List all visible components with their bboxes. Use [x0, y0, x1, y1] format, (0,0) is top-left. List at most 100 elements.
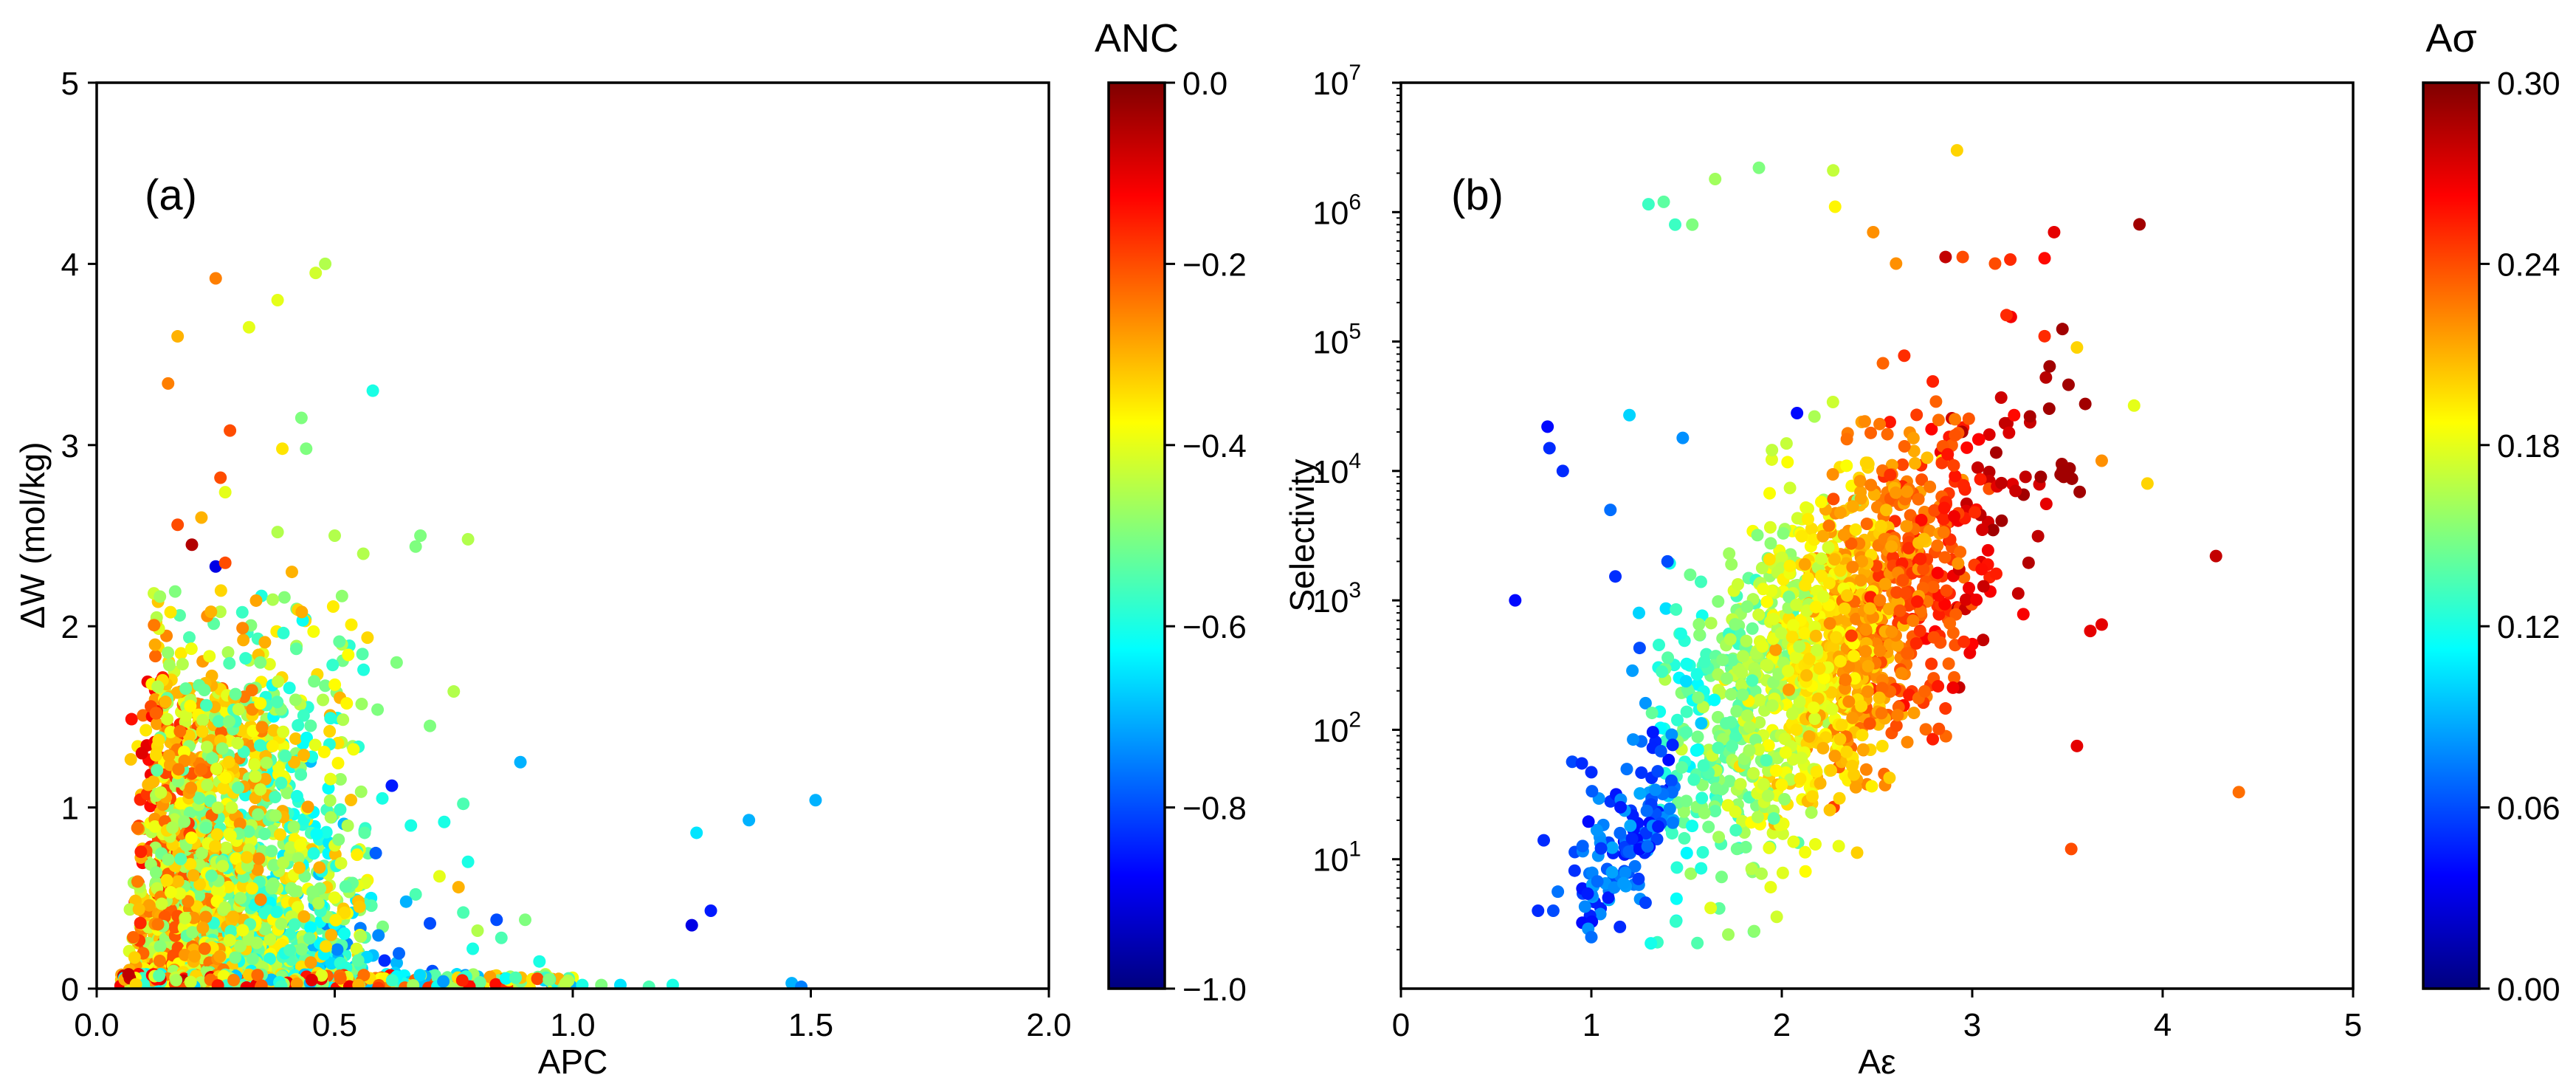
- scatter-point: [1977, 633, 1990, 647]
- scatter-point: [260, 756, 273, 769]
- scatter-point: [277, 725, 290, 738]
- scatter-point: [457, 797, 470, 811]
- colorbar-tick-label: 0.12: [2497, 609, 2560, 645]
- scatter-point: [242, 825, 255, 838]
- y-tick-label: 3: [61, 428, 79, 464]
- scatter-point: [173, 724, 187, 738]
- scatter-point: [1947, 459, 1960, 472]
- scatter-point: [1815, 569, 1828, 583]
- scatter-point: [1641, 839, 1654, 853]
- scatter-point: [271, 293, 284, 306]
- scatter-point: [186, 926, 199, 939]
- scatter-point: [1729, 618, 1742, 631]
- scatter-point: [357, 547, 370, 560]
- scatter-point: [290, 789, 303, 803]
- scatter-point: [334, 972, 347, 985]
- scatter-point: [1911, 595, 1924, 608]
- scatter-point: [283, 681, 296, 695]
- scatter-point: [185, 642, 198, 656]
- scatter-point: [2095, 618, 2108, 631]
- scatter-point: [276, 442, 289, 456]
- scatter-point: [278, 591, 291, 604]
- scatter-point: [345, 618, 358, 631]
- scatter-point: [1795, 529, 1808, 543]
- scatter-point: [2048, 225, 2061, 238]
- scatter-point: [1709, 805, 1722, 818]
- scatter-point: [224, 424, 237, 437]
- scatter-point: [266, 740, 279, 753]
- scatter-point: [1585, 766, 1598, 779]
- scatter-point: [324, 772, 337, 786]
- scatter-point: [221, 646, 235, 659]
- scatter-point: [347, 743, 360, 756]
- scatter-point: [149, 866, 162, 879]
- scatter-point: [1814, 777, 1827, 790]
- scatter-point: [137, 709, 150, 722]
- scatter-point: [126, 930, 140, 944]
- scatter-point: [2070, 341, 2084, 354]
- scatter-point: [1722, 928, 1735, 941]
- scatter-point: [1884, 468, 1897, 481]
- scatter-point: [1913, 624, 1926, 637]
- scatter-point: [2019, 470, 2032, 484]
- scatter-point: [125, 712, 138, 726]
- scatter-point: [307, 847, 320, 860]
- scatter-point: [285, 566, 298, 579]
- scatter-point: [1756, 639, 1769, 653]
- scatter-point: [1859, 623, 1873, 636]
- scatter-point: [154, 786, 168, 799]
- scatter-point: [1915, 513, 1928, 526]
- scatter-point: [2056, 323, 2069, 336]
- scatter-point: [1671, 713, 1684, 727]
- scatter-point: [210, 828, 224, 841]
- scatter-point: [123, 903, 137, 916]
- scatter-point: [1633, 642, 1646, 655]
- scatter-point: [280, 786, 294, 800]
- scatter-point: [1692, 618, 1706, 631]
- scatter-point: [1684, 867, 1698, 880]
- scatter-point: [1791, 512, 1804, 525]
- colorbar-a: 0.0 −0.2 −0.4 −0.6 −0.8 −1.0 ANC: [1095, 16, 1247, 1008]
- scatter-point: [1988, 257, 2002, 270]
- scatter-point: [1895, 667, 1908, 680]
- scatter-point: [222, 715, 235, 728]
- scatter-point: [1937, 512, 1950, 526]
- scatter-point: [509, 971, 523, 984]
- scatter-point: [1753, 693, 1766, 707]
- scatter-point: [271, 696, 284, 709]
- scatter-point: [1694, 575, 1707, 588]
- scatter-point: [1833, 732, 1847, 746]
- scatter-point: [1743, 721, 1756, 734]
- scatter-point: [1635, 766, 1648, 779]
- scatter-point: [1623, 408, 1636, 422]
- scatter-point: [1798, 557, 1811, 571]
- scatter-point: [154, 940, 167, 953]
- scatter-point: [1825, 763, 1838, 777]
- scatter-point: [305, 973, 318, 986]
- scatter-point: [1969, 506, 1982, 519]
- scatter-point: [2031, 529, 2045, 543]
- scatter-point: [1767, 812, 1780, 825]
- scatter-point: [334, 772, 347, 786]
- scatter-point: [1809, 629, 1822, 642]
- scatter-point: [200, 741, 213, 754]
- y-tick-label: 5: [61, 66, 79, 102]
- scatter-point: [1960, 441, 1974, 454]
- scatter-point: [338, 927, 351, 941]
- scatter-point: [1766, 444, 1779, 457]
- scatter-point: [371, 981, 385, 989]
- scatter-point: [149, 650, 162, 663]
- scatter-point: [1995, 514, 2008, 527]
- y-axis-label-a: ΔW (mol/kg): [13, 442, 52, 628]
- scatter-point: [1926, 580, 1940, 594]
- scatter-point: [1805, 790, 1819, 803]
- scatter-point: [1943, 617, 1957, 630]
- scatter-point: [1624, 819, 1637, 832]
- scatter-point: [447, 685, 461, 698]
- scatter-point: [1802, 652, 1816, 665]
- scatter-point: [1816, 741, 1830, 755]
- scatter-point: [1778, 793, 1791, 806]
- scatter-point: [1957, 635, 1971, 648]
- scatter-point: [1735, 666, 1749, 679]
- scatter-point: [354, 785, 368, 798]
